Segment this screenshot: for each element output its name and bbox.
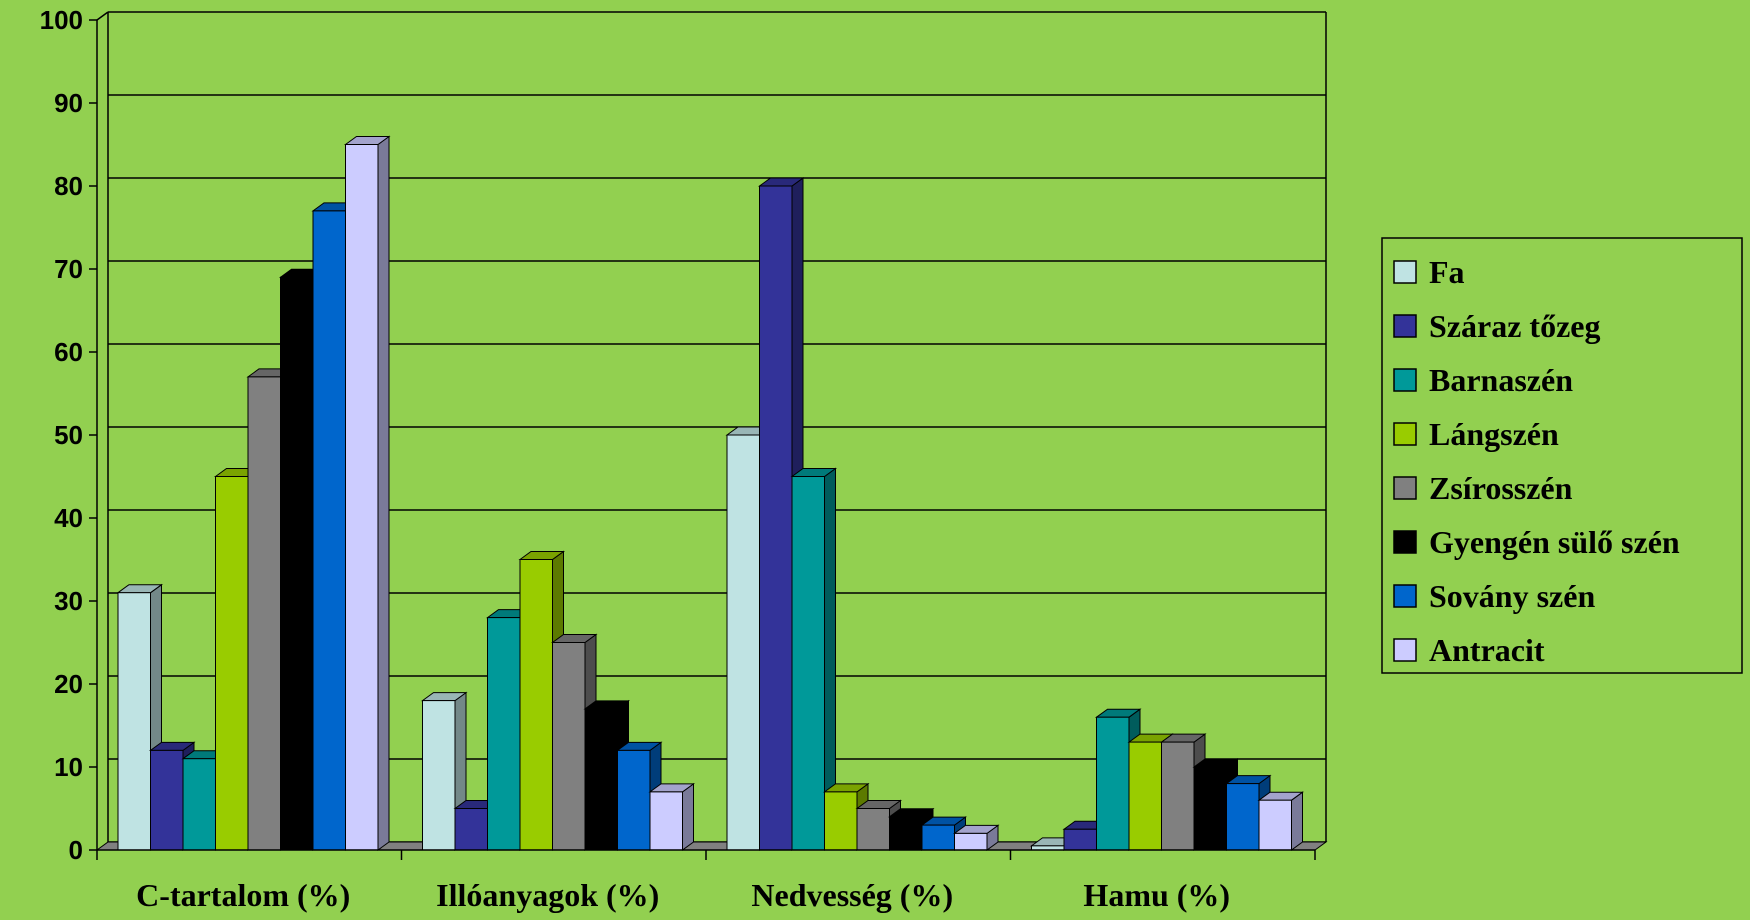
- bar-front: [150, 749, 184, 851]
- legend-item: Barnaszén: [1393, 362, 1573, 398]
- y-tick-label: 90: [54, 88, 83, 118]
- y-tick-label: 70: [54, 254, 83, 284]
- bar: [952, 824, 1000, 851]
- y-tick-label: 10: [54, 752, 83, 782]
- legend-label: Gyengén sülő szén: [1429, 524, 1680, 560]
- y-tick-label: 60: [54, 337, 83, 367]
- legend: Fa Száraz tőzeg Barnaszén Lángszén Zsírosszé…: [1381, 237, 1743, 674]
- bar-front: [280, 276, 314, 851]
- legend-swatch: [1393, 368, 1417, 392]
- bar-front: [791, 476, 825, 851]
- bar-front: [856, 808, 890, 851]
- bar: [116, 583, 164, 851]
- legend-item: Gyengén sülő szén: [1393, 524, 1680, 560]
- bar-front: [759, 185, 793, 851]
- bar-front: [889, 816, 923, 851]
- legend-item: Száraz tőzeg: [1393, 308, 1600, 344]
- legend-label: Fa: [1429, 254, 1465, 290]
- bar-layer: [116, 135, 1305, 851]
- bar-front: [1096, 716, 1130, 851]
- legend-swatch: [1393, 584, 1417, 608]
- bar-front: [617, 749, 651, 851]
- bar-front: [1226, 783, 1260, 851]
- legend-label: Száraz tőzeg: [1429, 308, 1600, 344]
- y-tick-label: 80: [54, 171, 83, 201]
- bar-front: [1193, 766, 1227, 851]
- legend-label: Zsírosszén: [1429, 470, 1573, 506]
- bar-side: [377, 135, 390, 851]
- bar: [1257, 791, 1305, 851]
- legend-item: Antracit: [1393, 632, 1545, 668]
- x-category-label: Hamu (%): [1083, 877, 1230, 913]
- y-tick-label: 100: [40, 5, 83, 35]
- legend-swatch: [1393, 530, 1417, 554]
- bar-front: [454, 808, 488, 851]
- bar-front: [117, 592, 151, 851]
- bar-front: [921, 824, 955, 851]
- bar-front: [1161, 741, 1195, 851]
- y-tick-label: 20: [54, 669, 83, 699]
- bar-front: [519, 559, 553, 851]
- bar: [615, 741, 663, 851]
- y-tick-label: 30: [54, 586, 83, 616]
- bar-front: [312, 210, 346, 851]
- bar: [648, 782, 696, 851]
- y-axis-top-edge: [96, 11, 109, 21]
- legend-item: Fa: [1393, 254, 1465, 290]
- bar-front: [247, 376, 281, 851]
- bar-front: [824, 791, 858, 851]
- bar-side: [682, 782, 694, 851]
- bar-front: [649, 791, 683, 851]
- bar-front: [584, 708, 618, 851]
- bar-front: [1258, 799, 1292, 851]
- legend-swatch: [1393, 422, 1417, 446]
- legend-swatch: [1393, 638, 1417, 662]
- bar-front: [422, 700, 456, 851]
- bar-front: [182, 758, 216, 851]
- legend-item: Lángszén: [1393, 416, 1559, 452]
- legend-label: Lángszén: [1429, 416, 1559, 452]
- y-tick-label: 50: [54, 420, 83, 450]
- legend-item: Sovány szén: [1393, 578, 1595, 614]
- legend-label: Barnaszén: [1429, 362, 1573, 398]
- x-category-label: C-tartalom (%): [136, 877, 350, 913]
- bar-front: [552, 642, 586, 851]
- y-tick-label: 0: [69, 835, 83, 865]
- bar-front: [487, 617, 521, 851]
- y-tick-label: 40: [54, 503, 83, 533]
- x-category-label: Illóanyagok (%): [436, 877, 659, 913]
- axis-layer: 0 10 20 30 40 50 60 70 80 90 100 C-tartalom (%) Illó…: [40, 5, 1316, 913]
- bar: [583, 699, 631, 851]
- legend-box: [1381, 237, 1743, 674]
- bar-front: [345, 144, 379, 851]
- bar: [343, 135, 391, 851]
- legend-label: Sovány szén: [1429, 578, 1595, 614]
- bar-front: [726, 434, 760, 851]
- legend-swatch: [1393, 260, 1417, 284]
- legend-swatch: [1393, 476, 1417, 500]
- x-category-label: Nedvesség (%): [751, 877, 953, 913]
- legend-swatch: [1393, 314, 1417, 338]
- bar-front: [1128, 741, 1162, 851]
- legend-item: Zsírosszén: [1393, 470, 1573, 506]
- bar-front: [1063, 828, 1097, 851]
- bar-side: [1291, 791, 1303, 851]
- bar-front: [954, 832, 988, 851]
- legend-label: Antracit: [1429, 632, 1545, 668]
- bar-front: [215, 476, 249, 851]
